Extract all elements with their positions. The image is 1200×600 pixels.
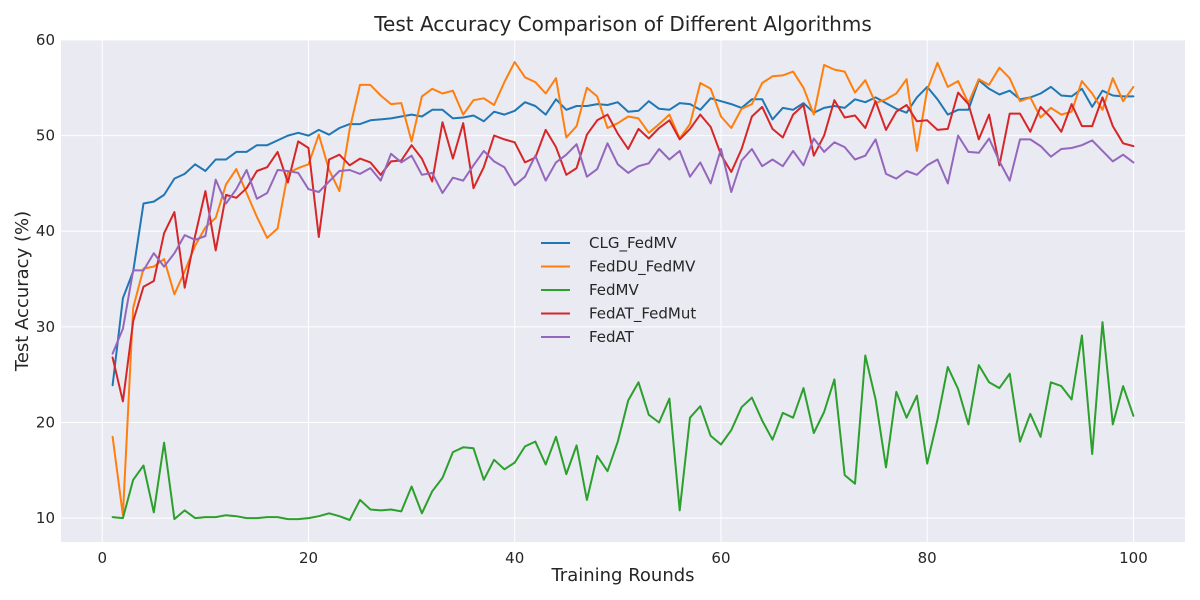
series-line-fedat-fedmut xyxy=(111,91,1135,403)
y-tick-label: 50 xyxy=(36,127,55,145)
legend-label-fedmv: FedMV xyxy=(589,281,639,299)
y-tick-label: 60 xyxy=(36,31,55,49)
y-tick-label: 20 xyxy=(36,413,55,431)
legend-label-feddu-fedmv: FedDU_FedMV xyxy=(589,258,696,277)
series-line-clg-fedmv xyxy=(111,79,1135,387)
x-tick-label: 60 xyxy=(711,549,730,567)
legend: CLG_FedMV FedDU_FedMV FedMV FedAT_FedMut Fed… xyxy=(541,234,696,346)
series-line-feddu-fedmv xyxy=(111,61,1135,517)
chart-title: Test Accuracy Comparison of Different Al… xyxy=(373,12,872,36)
y-axis-label: Test Accuracy (%) xyxy=(12,211,33,372)
x-tick-label: 40 xyxy=(505,549,524,567)
legend-label-fedat-fedmut: FedAT_FedMut xyxy=(589,305,696,324)
y-tick-label: 30 xyxy=(36,318,55,336)
y-axis-ticks: 10 20 30 40 50 60 xyxy=(36,31,55,527)
grid-lines xyxy=(61,39,1185,542)
x-tick-label: 20 xyxy=(299,549,318,567)
x-tick-label: 80 xyxy=(918,549,937,567)
x-tick-label: 0 xyxy=(97,549,107,567)
x-axis-label: Training Rounds xyxy=(550,565,694,586)
y-tick-label: 40 xyxy=(36,222,55,240)
series-line-fedat xyxy=(111,134,1135,355)
series-line-fedmv xyxy=(111,321,1135,521)
legend-label-fedat: FedAT xyxy=(589,328,635,346)
y-tick-label: 10 xyxy=(36,509,55,527)
x-axis-ticks: 0 20 40 60 80 100 xyxy=(97,549,1147,567)
series-lines xyxy=(111,61,1135,521)
legend-label-clg-fedmv: CLG_FedMV xyxy=(589,234,677,253)
x-tick-label: 100 xyxy=(1119,549,1148,567)
plot-area xyxy=(61,40,1185,542)
